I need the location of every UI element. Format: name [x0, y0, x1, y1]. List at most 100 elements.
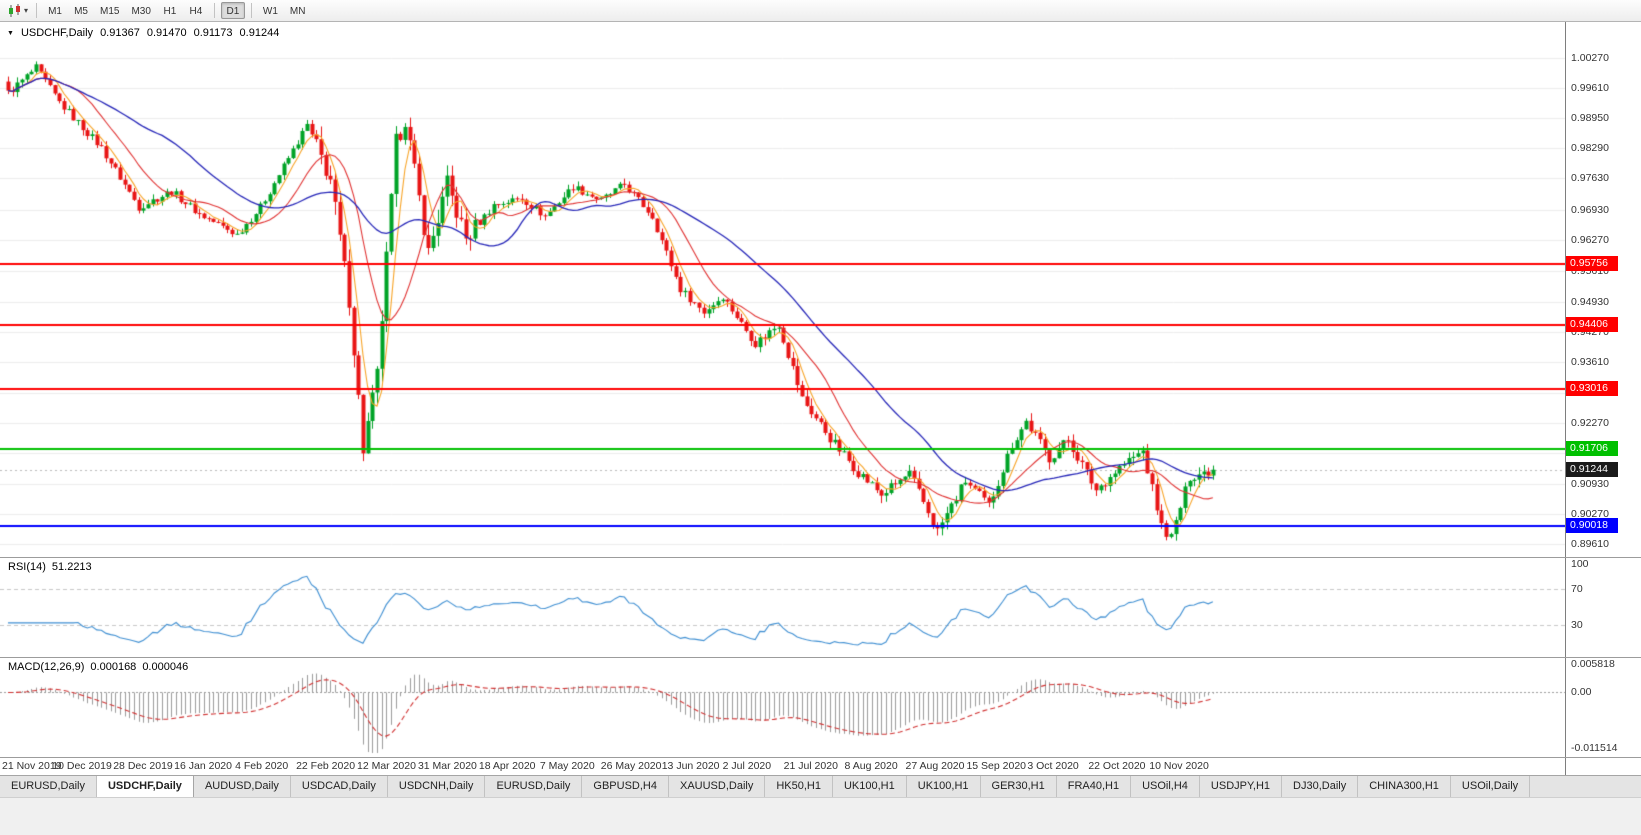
chart-title: ▼ USDCHF,Daily 0.91367 0.91470 0.91173 0… — [7, 27, 279, 39]
price-level-badge: 0.91706 — [1566, 440, 1618, 456]
price-axis-tick: 0.90930 — [1571, 478, 1609, 491]
rsi-name: RSI(14) — [8, 561, 46, 573]
chart-tab-3-usdcad-daily[interactable]: USDCAD,Daily — [290, 776, 388, 797]
timeframe-button-mn[interactable]: MN — [289, 6, 306, 17]
panel-separator[interactable] — [0, 657, 1641, 658]
macd-panel-canvas[interactable] — [0, 657, 1565, 757]
toolbar-separator — [250, 3, 252, 18]
price-axis-tick: 0.93610 — [1571, 355, 1609, 368]
time-axis-label: 16 Jan 2020 — [174, 760, 232, 772]
panel-separator[interactable] — [0, 557, 1641, 558]
price-axis-tick: 0.90270 — [1571, 508, 1609, 521]
rsi-axis-tick: 70 — [1571, 582, 1583, 595]
time-axis-label: 12 Mar 2020 — [357, 760, 416, 772]
chart-tabs-bar: EURUSD,Daily USDCHF,Daily AUDUSD,Daily USDC… — [0, 775, 1641, 797]
time-axis-label: 3 Oct 2020 — [1027, 760, 1079, 772]
chart-tab-11-ger30-h1[interactable]: GER30,H1 — [980, 776, 1057, 797]
macd-value-signal: 0.000046 — [142, 661, 189, 673]
time-axis-label: 2 Jul 2020 — [722, 760, 772, 772]
timeframe-button-h4[interactable]: H4 — [189, 6, 203, 17]
time-axis-label: 28 Dec 2019 — [113, 760, 173, 772]
time-axis-label: 8 Aug 2020 — [844, 760, 898, 772]
time-axis-label: 13 Jun 2020 — [661, 760, 720, 772]
price-level-badge: 0.95756 — [1566, 255, 1618, 271]
chart-tab-10-uk100-h1[interactable]: UK100,H1 — [906, 776, 981, 797]
quick-nav-caret-icon[interactable]: ▼ — [7, 29, 14, 37]
timeframe-button-m5[interactable]: M5 — [74, 6, 88, 17]
macd-name: MACD(12,26,9) — [8, 661, 85, 673]
time-axis-label: 27 Aug 2020 — [905, 760, 965, 772]
price-level-badge: 0.90018 — [1566, 517, 1618, 533]
timeframe-button-m1[interactable]: M1 — [48, 6, 62, 17]
time-axis-label: 22 Feb 2020 — [296, 760, 356, 772]
chart-tab-17-usoil-daily[interactable]: USOil,Daily — [1450, 776, 1531, 797]
chart-tab-7-xauusd-daily[interactable]: XAUUSD,Daily — [668, 776, 766, 797]
timeframe-button-m30[interactable]: M30 — [131, 6, 151, 17]
chart-type-icon[interactable] — [5, 3, 23, 19]
panel-separator — [0, 757, 1641, 758]
macd-axis-tick: -0.011514 — [1571, 742, 1618, 755]
price-axis-tick: 0.89610 — [1571, 538, 1609, 551]
chart-tab-15-dj30-daily[interactable]: DJ30,Daily — [1282, 776, 1359, 797]
price-axis-tick: 1.00270 — [1571, 52, 1609, 65]
price-axis-tick: 0.96270 — [1571, 234, 1609, 247]
time-axis-label: 21 Jul 2020 — [783, 760, 838, 772]
timeframe-button-d1[interactable]: D1 — [220, 2, 245, 19]
time-axis-label: 7 May 2020 — [539, 760, 595, 772]
time-axis[interactable]: 21 Nov 2019 10 Dec 2019 28 Dec 2019 16 Jan … — [0, 757, 1565, 775]
chart-tab-8-hk50-h1[interactable]: HK50,H1 — [765, 776, 833, 797]
price-axis-tick: 0.94930 — [1571, 295, 1609, 308]
status-strip — [0, 797, 1641, 835]
timeframe-button-m15[interactable]: M15 — [100, 6, 120, 17]
chart-tab-6-gbpusd-h4[interactable]: GBPUSD,H4 — [582, 776, 669, 797]
time-axis-label: 26 May 2020 — [600, 760, 662, 772]
chart-tab-0-eurusd-daily[interactable]: EURUSD,Daily — [0, 776, 97, 797]
chart-type-caret-icon[interactable]: ▾ — [24, 5, 29, 15]
chart-tab-2-audusd-daily[interactable]: AUDUSD,Daily — [193, 776, 291, 797]
time-axis-label: 18 Apr 2020 — [478, 760, 536, 772]
macd-axis-tick: 0.00 — [1571, 686, 1592, 699]
rsi-axis-tick: 100 — [1571, 558, 1589, 570]
price-level-badge: 0.94406 — [1566, 317, 1618, 333]
price-chart-canvas[interactable] — [0, 22, 1565, 557]
ohlc-high: 0.91470 — [146, 27, 187, 39]
rsi-panel-canvas[interactable] — [0, 557, 1565, 657]
ohlc-low: 0.91173 — [193, 27, 233, 39]
price-axis-tick: 0.97630 — [1571, 172, 1609, 185]
rsi-label: RSI(14) 51.2213 — [8, 561, 92, 573]
chart-tab-1-usdchf-daily[interactable]: USDCHF,Daily — [96, 776, 194, 797]
ohlc-close: 0.91244 — [239, 27, 280, 39]
price-axis-tick: 0.92270 — [1571, 416, 1609, 429]
macd-value-main: 0.000168 — [90, 661, 137, 673]
price-axis-tick: 0.98950 — [1571, 112, 1609, 125]
price-level-badge: 0.93016 — [1566, 380, 1618, 396]
toolbar-separator — [213, 3, 215, 18]
price-axis-tick: 0.99610 — [1571, 82, 1609, 95]
current-price-badge: 0.91244 — [1566, 461, 1618, 477]
timeframe-buttons: M1 M5 M15 M30 H1 H4 D1 W1 MN — [42, 2, 311, 19]
chart-tab-4-usdcnh-daily[interactable]: USDCNH,Daily — [387, 776, 486, 797]
price-axis-tick: 0.96930 — [1571, 204, 1609, 217]
chart-tab-16-china300-h1[interactable]: CHINA300,H1 — [1358, 776, 1451, 797]
toolbar-separator — [36, 3, 38, 18]
timeframe-button-h1[interactable]: H1 — [163, 6, 177, 17]
chart-tab-13-usoil-h4[interactable]: USOil,H4 — [1131, 776, 1200, 797]
chart-tab-5-eurusd-daily[interactable]: EURUSD,Daily — [485, 776, 583, 797]
chart-tab-12-fra40-h1[interactable]: FRA40,H1 — [1056, 776, 1132, 797]
chart-tab-9-uk100-h1[interactable]: UK100,H1 — [832, 776, 907, 797]
time-axis-label: 10 Nov 2020 — [1149, 760, 1209, 772]
top-toolbar: ▾ M1 M5 M15 M30 H1 H4 D1 W1 MN — [0, 0, 1641, 22]
rsi-value: 51.2213 — [51, 561, 92, 573]
chart-symbol: USDCHF,Daily — [20, 27, 94, 39]
timeframe-button-w1[interactable]: W1 — [262, 6, 278, 17]
time-axis-label: 4 Feb 2020 — [235, 760, 289, 772]
time-axis-label: 31 Mar 2020 — [417, 760, 477, 772]
price-axis-tick: 0.98290 — [1571, 142, 1609, 155]
price-axis[interactable]: 1.00270 0.99610 0.98950 0.98290 0.97630 0.969… — [1565, 22, 1641, 775]
macd-axis-tick: 0.005818 — [1571, 658, 1615, 671]
time-axis-label: 15 Sep 2020 — [966, 760, 1026, 772]
ohlc-open: 0.91367 — [100, 27, 140, 39]
rsi-axis-tick: 30 — [1571, 619, 1583, 632]
chart-tab-14-usdjpy-h1[interactable]: USDJPY,H1 — [1199, 776, 1283, 797]
time-axis-label: 22 Oct 2020 — [1088, 760, 1146, 772]
